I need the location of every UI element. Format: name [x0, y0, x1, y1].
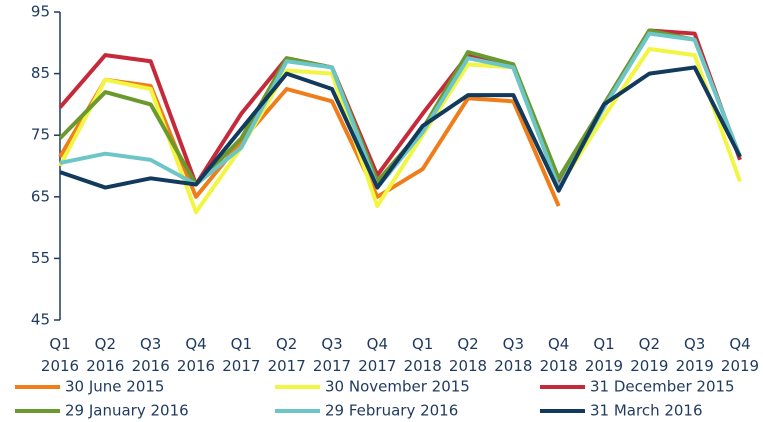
x-tick-label: Q4 2016: [177, 335, 215, 375]
x-tick-label: Q2 2018: [449, 335, 487, 375]
y-tick-label: 55: [31, 249, 50, 267]
x-tick-label: Q2 2017: [268, 335, 306, 375]
legend-label: 31 March 2016: [590, 402, 703, 420]
legend-label: 29 January 2016: [65, 402, 189, 420]
x-tick-label: Q3 2016: [132, 335, 170, 375]
x-tick-label: Q2 2016: [86, 335, 124, 375]
series-line: [58, 46, 742, 215]
x-tick-label: Q1 2016: [41, 335, 79, 375]
x-tick-label: Q1 2017: [222, 335, 260, 375]
legend-label: 31 December 2015: [590, 378, 735, 396]
x-tick-label: Q1 2018: [404, 335, 442, 375]
series-line: [58, 77, 561, 207]
x-tick-label: Q3 2017: [313, 335, 351, 375]
x-tick-label: Q1 2019: [585, 335, 623, 375]
x-tick-label: Q4 2017: [358, 335, 396, 375]
x-tick-label: Q3 2018: [494, 335, 532, 375]
x-tick-label: Q4 2018: [540, 335, 578, 375]
x-tick-label: Q4 2019: [721, 335, 759, 375]
y-tick-label: 45: [31, 311, 50, 329]
y-tick-label: 65: [31, 187, 50, 205]
y-tick-label: 75: [31, 126, 50, 144]
x-tick-label: Q3 2019: [676, 335, 714, 375]
series-line: [59, 65, 742, 193]
legend-label: 30 June 2015: [65, 378, 164, 396]
y-tick-label: 85: [31, 64, 50, 82]
legend-label: 29 February 2016: [325, 402, 458, 420]
y-tick-label: 95: [31, 3, 50, 21]
legend-label: 30 November 2015: [325, 378, 470, 396]
x-tick-label: Q2 2019: [630, 335, 668, 375]
